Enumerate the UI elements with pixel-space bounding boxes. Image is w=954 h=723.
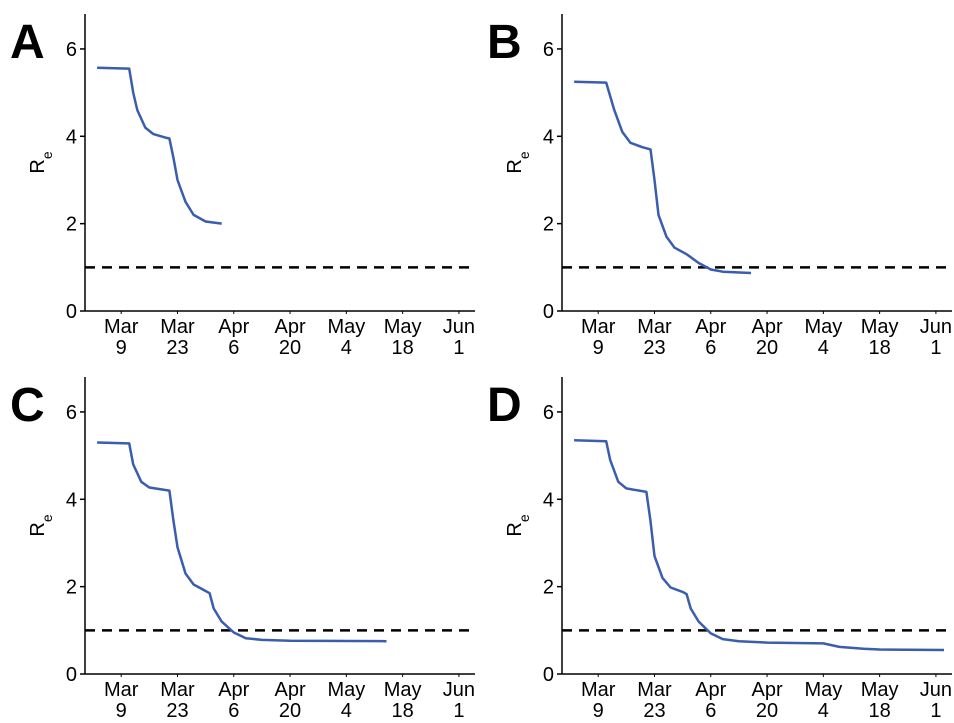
x-tick-label: 1 <box>453 337 464 359</box>
data-line <box>574 439 945 652</box>
y-axis-label-main: R <box>504 522 526 536</box>
x-tick-label: 18 <box>869 700 891 718</box>
data-line <box>97 66 222 225</box>
y-tick-label: 2 <box>66 577 77 599</box>
x-tick-label: May <box>327 679 365 701</box>
x-tick-label: Mar <box>104 679 139 701</box>
x-tick-label: Apr <box>274 316 305 338</box>
x-tick-label: May <box>327 316 365 338</box>
x-tick-label: 4 <box>818 337 829 359</box>
x-tick-label: 20 <box>279 337 301 359</box>
x-tick-label: 6 <box>228 700 239 718</box>
data-line <box>97 441 387 643</box>
x-tick-label: 9 <box>593 700 604 718</box>
x-tick-label: Jun <box>443 316 475 338</box>
y-tick-label: 2 <box>543 577 554 599</box>
x-tick-label: 18 <box>392 700 414 718</box>
y-tick-label: 6 <box>66 39 77 61</box>
x-tick-label: May <box>384 316 422 338</box>
x-tick-label: May <box>384 679 422 701</box>
y-axis-label: Re <box>27 151 55 173</box>
x-tick-label: May <box>861 316 899 338</box>
y-tick-label: 0 <box>66 301 77 323</box>
y-axis-label-sub: e <box>516 514 532 522</box>
x-tick-label: 6 <box>705 700 716 718</box>
x-tick-label: Apr <box>695 316 726 338</box>
x-tick-label: 6 <box>228 337 239 359</box>
x-tick-label: May <box>804 679 842 701</box>
x-tick-label: May <box>861 679 899 701</box>
x-tick-label: Jun <box>920 316 952 338</box>
y-axis-label-main: R <box>27 159 49 173</box>
x-tick-label: 20 <box>756 700 778 718</box>
x-tick-label: 4 <box>818 700 829 718</box>
x-tick-label: Mar <box>637 679 672 701</box>
x-tick-label: 4 <box>341 700 352 718</box>
x-tick-label: Mar <box>581 679 616 701</box>
y-axis-label: Re <box>504 151 532 173</box>
x-tick-label: 1 <box>930 337 941 359</box>
y-axis-label: Re <box>27 514 55 536</box>
y-axis-label-main: R <box>27 522 49 536</box>
y-tick-label: 0 <box>66 664 77 686</box>
y-tick-label: 2 <box>543 214 554 236</box>
x-tick-label: Apr <box>695 679 726 701</box>
y-tick-label: 0 <box>543 301 554 323</box>
x-tick-label: Mar <box>104 316 139 338</box>
x-tick-label: Mar <box>160 679 195 701</box>
x-tick-label: 18 <box>869 337 891 359</box>
x-tick-label: Mar <box>637 316 672 338</box>
panel-label: D <box>487 379 522 432</box>
x-tick-label: 23 <box>643 337 665 359</box>
y-tick-label: 4 <box>66 489 77 511</box>
y-tick-label: 4 <box>66 126 77 148</box>
x-tick-label: Apr <box>274 679 305 701</box>
x-tick-label: Jun <box>443 679 475 701</box>
x-tick-label: Mar <box>581 316 616 338</box>
y-tick-label: 6 <box>66 402 77 424</box>
y-tick-label: 2 <box>66 214 77 236</box>
x-tick-label: 9 <box>593 337 604 359</box>
y-tick-label: 4 <box>543 489 554 511</box>
x-tick-label: 23 <box>643 700 665 718</box>
x-tick-label: 23 <box>166 337 188 359</box>
x-tick-label: Mar <box>160 316 195 338</box>
x-tick-label: 9 <box>116 337 127 359</box>
y-axis-label-main: R <box>504 159 526 173</box>
panel-label: B <box>487 16 522 69</box>
y-tick-label: 6 <box>543 402 554 424</box>
x-tick-label: 9 <box>116 700 127 718</box>
x-tick-label: May <box>804 316 842 338</box>
x-tick-label: 20 <box>279 700 301 718</box>
x-tick-label: 20 <box>756 337 778 359</box>
y-tick-label: 6 <box>543 39 554 61</box>
x-tick-label: Jun <box>920 679 952 701</box>
x-tick-label: 6 <box>705 337 716 359</box>
y-axis-label-sub: e <box>39 151 55 159</box>
x-tick-label: Apr <box>218 316 249 338</box>
panel-label: C <box>10 379 45 432</box>
x-tick-label: 4 <box>341 337 352 359</box>
panel-label: A <box>10 16 45 69</box>
y-tick-label: 0 <box>543 664 554 686</box>
x-tick-label: 23 <box>166 700 188 718</box>
y-axis-label: Re <box>504 514 532 536</box>
x-tick-label: 1 <box>453 700 464 718</box>
x-tick-label: 1 <box>930 700 941 718</box>
y-axis-label-sub: e <box>39 514 55 522</box>
x-tick-label: Apr <box>751 679 782 701</box>
y-axis-label-sub: e <box>516 151 532 159</box>
data-line <box>574 80 752 275</box>
x-tick-label: 18 <box>392 337 414 359</box>
y-tick-label: 4 <box>543 126 554 148</box>
x-tick-label: Apr <box>751 316 782 338</box>
x-tick-label: Apr <box>218 679 249 701</box>
